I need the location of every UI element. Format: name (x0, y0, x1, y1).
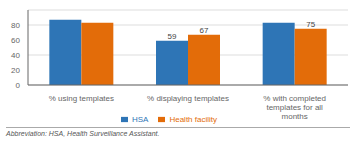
svg-text:60: 60 (11, 36, 20, 45)
html-text:Health facility: Health facility (169, 115, 217, 124)
html-text:Abbreviation: HSA, Health Surv: Abbreviation: HSA, Health Surveillance A… (6, 130, 160, 137)
svg-text:40: 40 (11, 51, 20, 60)
svg-text:0: 0 (16, 81, 21, 90)
svg-text:75: 75 (306, 20, 315, 29)
svg-text:% using templates: % using templates (49, 94, 114, 103)
svg-text:80: 80 (11, 21, 20, 30)
svg-text:59: 59 (168, 32, 177, 41)
svg-text:% displaying templates: % displaying templates (147, 94, 229, 103)
svg-text:67: 67 (200, 26, 209, 35)
svg-text:20: 20 (11, 66, 20, 75)
html-text:HSA: HSA (132, 115, 149, 124)
svg-text:% with completedtemplates for: % with completedtemplates for allmonths (263, 94, 326, 121)
